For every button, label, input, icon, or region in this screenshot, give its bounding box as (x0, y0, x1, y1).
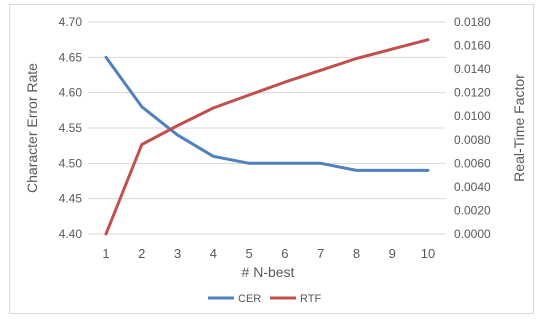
x-tick-label: 5 (245, 246, 252, 261)
chart-frame (9, 4, 534, 314)
x-tick-label: 1 (102, 246, 109, 261)
y-tick-label: 4.50 (59, 156, 83, 170)
gridlines (88, 21, 446, 235)
y2-tick-label: 0.0180 (454, 15, 491, 29)
x-tick-label: 6 (281, 246, 288, 261)
y2-axis-ticks: 0.0000 0.0020 0.0040 0.0060 0.0080 0.0100 0.01… (454, 15, 491, 241)
y2-tick-label: 0.0140 (454, 62, 491, 76)
y2-tick-label: 0.0020 (454, 203, 491, 217)
y-tick-label: 4.70 (59, 15, 83, 29)
x-tick-label: 8 (353, 246, 360, 261)
series-lines (104, 38, 430, 236)
y2-tick-label: 0.0120 (454, 86, 491, 100)
y2-tick-label: 0.0080 (454, 133, 491, 147)
x-tick-label: 10 (421, 246, 435, 261)
y-tick-label: 4.40 (59, 227, 83, 241)
legend-label-rtf: RTF (300, 293, 321, 305)
y2-tick-label: 0.0000 (454, 227, 491, 241)
y-tick-label: 4.65 (59, 50, 83, 64)
y2-tick-label: 0.0040 (454, 180, 491, 194)
y2-tick-label: 0.0060 (454, 156, 491, 170)
x-tick-label: 4 (210, 246, 217, 261)
y2-tick-label: 0.0160 (454, 39, 491, 53)
y-tick-label: 4.45 (59, 192, 83, 206)
y-tick-label: 4.55 (59, 121, 83, 135)
x-tick-label: 3 (174, 246, 181, 261)
legend-label-cer: CER (238, 293, 261, 305)
legend: CER RTF (208, 293, 321, 305)
y2-axis-label: Real-Time Factor (511, 74, 527, 182)
y2-tick-label: 0.0100 (454, 109, 491, 123)
series-line-rtf (104, 38, 430, 236)
x-tick-label: 7 (317, 246, 324, 261)
series-line-cer (104, 55, 430, 172)
y-axis-label: Character Error Rate (24, 63, 40, 193)
x-axis-label: # N-best (242, 264, 295, 280)
x-axis-ticks: 1 2 3 4 5 6 7 8 9 10 (102, 246, 435, 261)
y-axis-ticks: 4.40 4.45 4.50 4.55 4.60 4.65 4.70 (59, 15, 83, 241)
x-tick-label: 9 (389, 246, 396, 261)
y-tick-label: 4.60 (59, 86, 83, 100)
x-tick-label: 2 (138, 246, 145, 261)
